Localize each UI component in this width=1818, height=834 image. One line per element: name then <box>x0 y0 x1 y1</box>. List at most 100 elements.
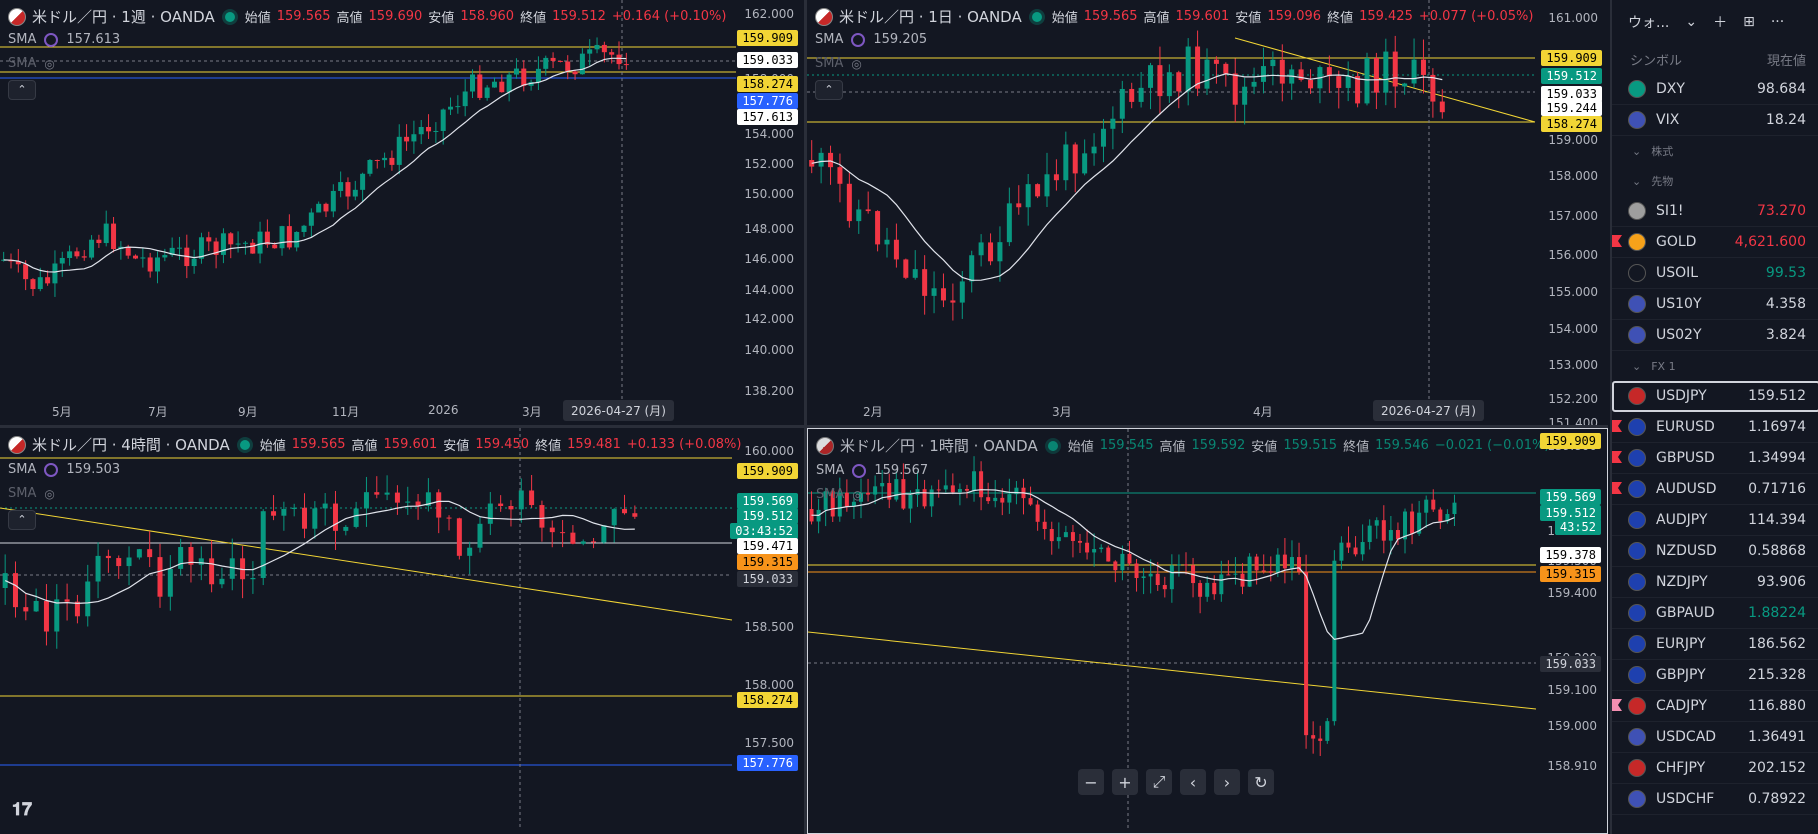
price-tag-yellow[interactable]: 159.909 <box>1540 433 1601 449</box>
price-tag-green[interactable]: 43:52 <box>1554 519 1601 535</box>
sma-indicator[interactable]: SMA 157.613 <box>8 32 120 47</box>
add-symbol-icon[interactable]: ＋ <box>1713 15 1728 31</box>
zoom-out-button[interactable]: − <box>1078 769 1104 795</box>
watchlist-row-usoil[interactable]: USOIL 99.53 <box>1612 258 1818 289</box>
eye-hidden-icon[interactable]: ◎ <box>44 56 55 71</box>
eye-hidden-icon[interactable]: ◎ <box>852 487 863 502</box>
watchlist-row-audjpy[interactable]: AUDJPY 114.394 <box>1612 505 1818 536</box>
sma-indicator-hidden[interactable]: SMA ◎ <box>816 487 863 502</box>
column-symbol[interactable]: シンボル <box>1630 53 1683 69</box>
price-tag-green[interactable]: 159.512 <box>1541 68 1602 84</box>
watchlist-row-us02y[interactable]: US02Y 3.824 <box>1612 320 1818 351</box>
collapse-legend-button[interactable]: ⌃ <box>8 80 36 100</box>
sma-indicator[interactable]: SMA 159.503 <box>8 462 120 477</box>
zoom-in-button[interactable]: + <box>1112 769 1138 795</box>
chart-pane-weekly[interactable]: 米ドル／円 · 1週 · OANDA 始値 159.565 高値 159.690 安… <box>0 0 804 425</box>
chart-pane-4h[interactable]: 米ドル／円 · 4時間 · OANDA 始値 159.565 高値 159.601 … <box>0 428 804 834</box>
watchlist-row-vix[interactable]: VIX 18.24 <box>1612 105 1818 136</box>
price-tag-green[interactable]: 159.569 <box>1540 489 1601 505</box>
watchlist-row-si1[interactable]: SI1! 73.270 <box>1612 196 1818 227</box>
price-tag-orange[interactable]: 159.315 <box>1540 566 1601 582</box>
watchlist-row-chfjpy[interactable]: CHFJPY 202.152 <box>1612 753 1818 784</box>
price-tag-gray[interactable]: 159.033 <box>737 571 798 587</box>
collapse-legend-button[interactable]: ⌃ <box>815 80 843 100</box>
reset-chart-button[interactable]: ↻ <box>1248 769 1274 795</box>
sma-indicator[interactable]: SMA 159.205 <box>815 32 927 47</box>
price-tag-white[interactable]: 159.033 <box>737 52 798 68</box>
flag-marker-icon[interactable] <box>1612 482 1622 494</box>
watchlist-row-usdcad[interactable]: USDCAD 1.36491 <box>1612 722 1818 753</box>
chart-pane-daily[interactable]: 米ドル／円 · 1日 · OANDA 始値 159.565 高値 159.601 安… <box>807 0 1608 425</box>
scroll-left-button[interactable]: ‹ <box>1180 769 1206 795</box>
watchlist-row-usdjpy[interactable]: USDJPY 159.512 <box>1612 381 1818 412</box>
flag-marker-icon[interactable] <box>1612 451 1622 463</box>
candle-body <box>1297 557 1302 572</box>
price-tag-gray[interactable]: 159.033 <box>1540 656 1601 672</box>
symbol-title[interactable]: 米ドル／円 · 4時間 · OANDA <box>32 436 230 454</box>
chevron-down-icon[interactable]: ⌄ <box>1685 14 1698 30</box>
settings-icon[interactable] <box>851 32 866 47</box>
sma-indicator[interactable]: SMA 159.567 <box>816 463 928 478</box>
price-tag-orange[interactable]: 159.315 <box>737 554 798 570</box>
flag-marker-icon[interactable] <box>1612 420 1622 432</box>
more-icon[interactable]: ··· <box>1770 14 1785 30</box>
price-tag-yellow[interactable]: 159.909 <box>737 463 798 479</box>
price-tag-blue[interactable]: 157.776 <box>737 755 798 771</box>
watchlist-row-eurjpy[interactable]: EURJPY 186.562 <box>1612 629 1818 660</box>
watchlist-row-audusd[interactable]: AUDUSD 0.71716 <box>1612 474 1818 505</box>
symbol-title[interactable]: 米ドル／円 · 1週 · OANDA <box>32 8 215 26</box>
price-tag-white[interactable]: 159.378 <box>1540 547 1601 563</box>
price-tag-yellow[interactable]: 159.909 <box>1541 50 1602 66</box>
scroll-right-button[interactable]: › <box>1214 769 1240 795</box>
eye-hidden-icon[interactable]: ◎ <box>851 56 862 71</box>
settings-icon[interactable] <box>44 462 59 477</box>
price-tag-blue[interactable]: 157.776 <box>737 93 798 109</box>
section-stocks[interactable]: ⌄ 株式 <box>1612 136 1818 166</box>
flag-marker-icon[interactable] <box>1612 699 1622 711</box>
column-price[interactable]: 現在値 <box>1766 53 1806 69</box>
pane-divider[interactable] <box>804 0 807 834</box>
watchlist-row-cadjpy[interactable]: CADJPY 116.880 <box>1612 691 1818 722</box>
sma-indicator-hidden[interactable]: SMA ◎ <box>8 56 55 71</box>
settings-icon[interactable] <box>44 32 59 47</box>
chart-pane-1h[interactable]: 米ドル／円 · 1時間 · OANDA 始値 159.545 高値 159.592 … <box>807 428 1608 834</box>
price-tag-yellow[interactable]: 158.274 <box>737 76 798 92</box>
layout-grid-icon[interactable]: ⊞ <box>1743 14 1755 30</box>
watchlist-row-nzdjpy[interactable]: NZDJPY 93.906 <box>1612 567 1818 598</box>
watchlist-title[interactable]: ウォ... <box>1628 15 1670 31</box>
symbol-title[interactable]: 米ドル／円 · 1時間 · OANDA <box>840 437 1038 455</box>
sma-indicator-hidden[interactable]: SMA ◎ <box>815 56 862 71</box>
price-tag-white[interactable]: 159.244 <box>1541 100 1602 116</box>
price-tag-green[interactable]: 159.512 <box>737 508 798 524</box>
symbol-title[interactable]: 米ドル／円 · 1日 · OANDA <box>839 8 1022 26</box>
price-tag-green[interactable]: 159.512 <box>1540 505 1601 521</box>
price-tag-white[interactable]: 159.471 <box>737 538 798 554</box>
pane-divider[interactable] <box>0 425 1608 428</box>
fullscreen-button[interactable]: ⤢ <box>1146 769 1172 795</box>
section-futures[interactable]: ⌄ 先物 <box>1612 166 1818 196</box>
sma-indicator-hidden[interactable]: SMA ◎ <box>8 486 55 501</box>
watchlist-row-gbpjpy[interactable]: GBPJPY 215.328 <box>1612 660 1818 691</box>
price-tag-yellow[interactable]: 158.274 <box>737 692 798 708</box>
watchlist-row-usdchf[interactable]: USDCHF 0.78922 <box>1612 784 1818 815</box>
price-tag-yellow[interactable]: 158.274 <box>1541 116 1602 132</box>
watchlist-row-dxy[interactable]: DXY 98.684 <box>1612 74 1818 105</box>
watchlist-row-gold[interactable]: GOLD 4,621.600 <box>1612 227 1818 258</box>
eye-hidden-icon[interactable]: ◎ <box>44 486 55 501</box>
tradingview-logo-icon[interactable]: 𝟏𝟕 <box>12 799 33 820</box>
price-tag-green[interactable]: 159.569 <box>737 493 798 509</box>
flag-marker-icon[interactable] <box>1612 235 1622 247</box>
collapse-legend-button[interactable]: ⌃ <box>8 510 36 530</box>
price-tag-white[interactable]: 159.033 <box>1541 86 1602 102</box>
price-tag-white[interactable]: 157.613 <box>737 109 798 125</box>
price-tag-yellow[interactable]: 159.909 <box>737 30 798 46</box>
watchlist-row-nzdusd[interactable]: NZDUSD 0.58868 <box>1612 536 1818 567</box>
watchlist-row-gbpusd[interactable]: GBPUSD 1.34994 <box>1612 443 1818 474</box>
watchlist-row-eurusd[interactable]: EURUSD 1.16974 <box>1612 412 1818 443</box>
watchlist-row-us10y[interactable]: US10Y 4.358 <box>1612 289 1818 320</box>
watchlist-row-gbpaud[interactable]: GBPAUD 1.88224 <box>1612 598 1818 629</box>
settings-icon[interactable] <box>852 463 867 478</box>
price-tag-green[interactable]: 03:43:52 <box>730 523 798 539</box>
gold-icon <box>1628 233 1646 251</box>
section-fx[interactable]: ⌄ FX 1 <box>1612 351 1818 381</box>
